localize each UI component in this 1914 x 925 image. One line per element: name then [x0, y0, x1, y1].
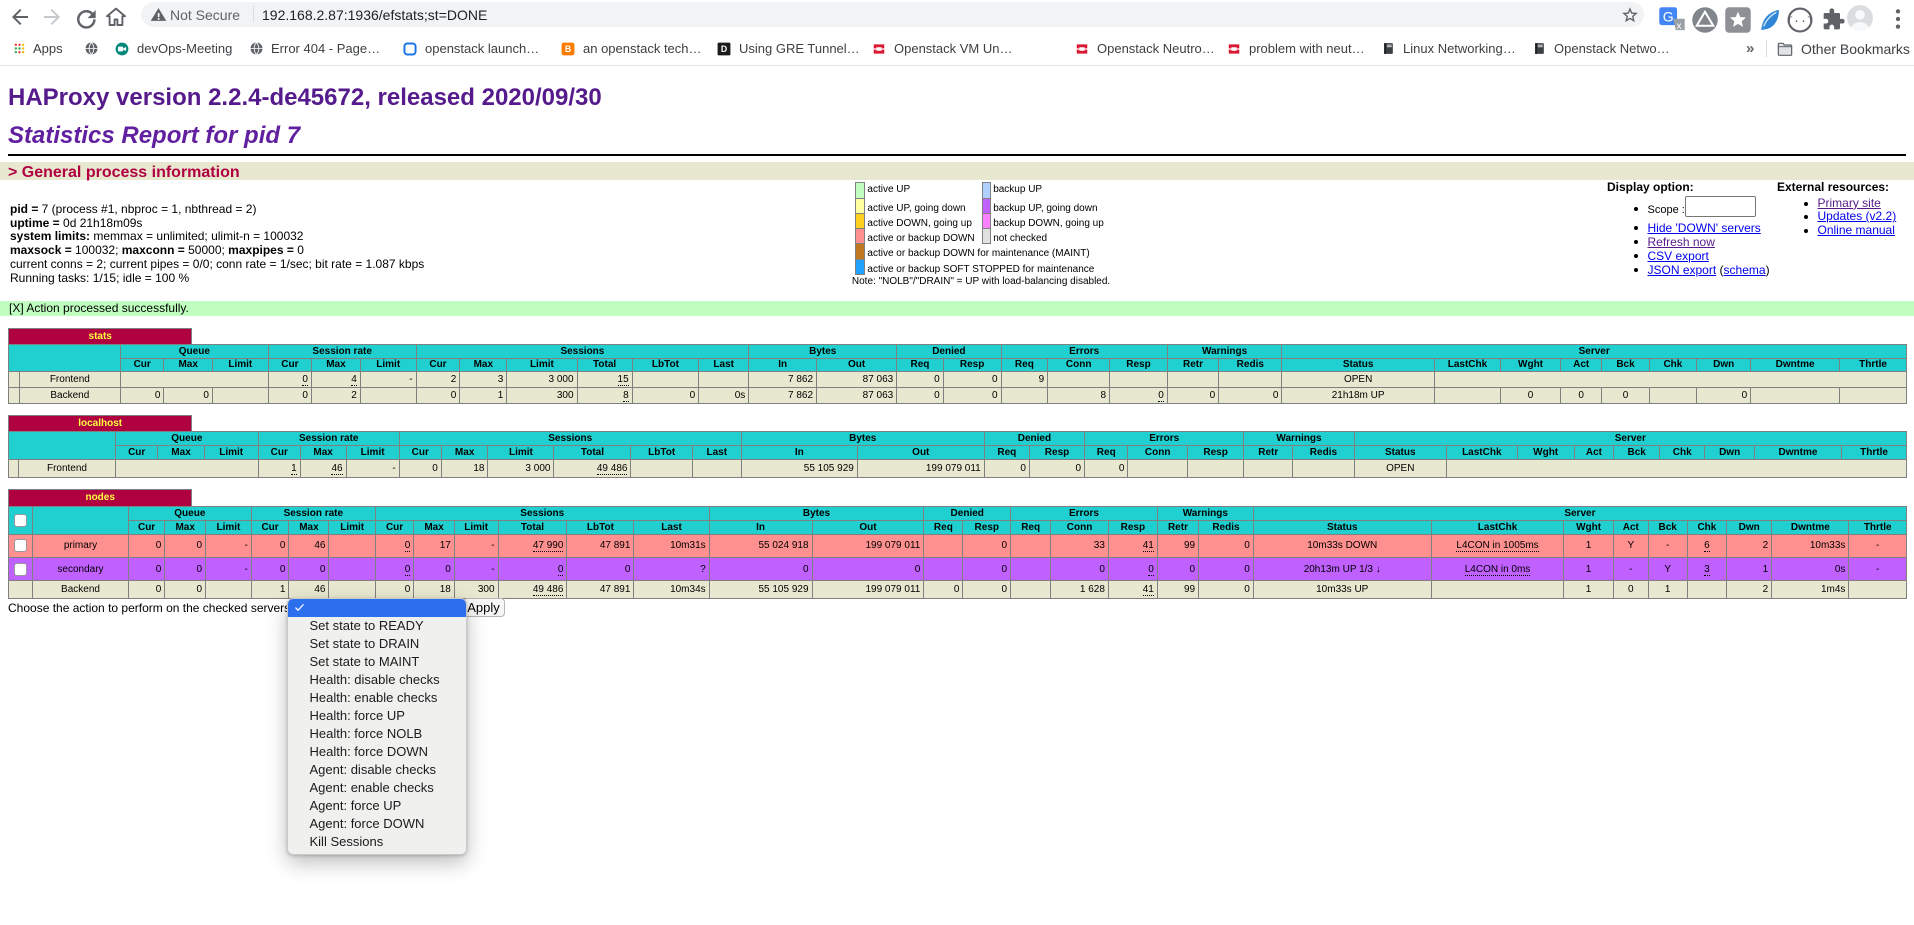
svg-text:B: B	[565, 44, 571, 54]
svg-text:{··}: {··}	[1786, 15, 1813, 28]
svg-text:D: D	[721, 44, 727, 54]
svg-text:G: G	[1663, 8, 1674, 24]
svg-text:x: x	[1676, 21, 1681, 32]
